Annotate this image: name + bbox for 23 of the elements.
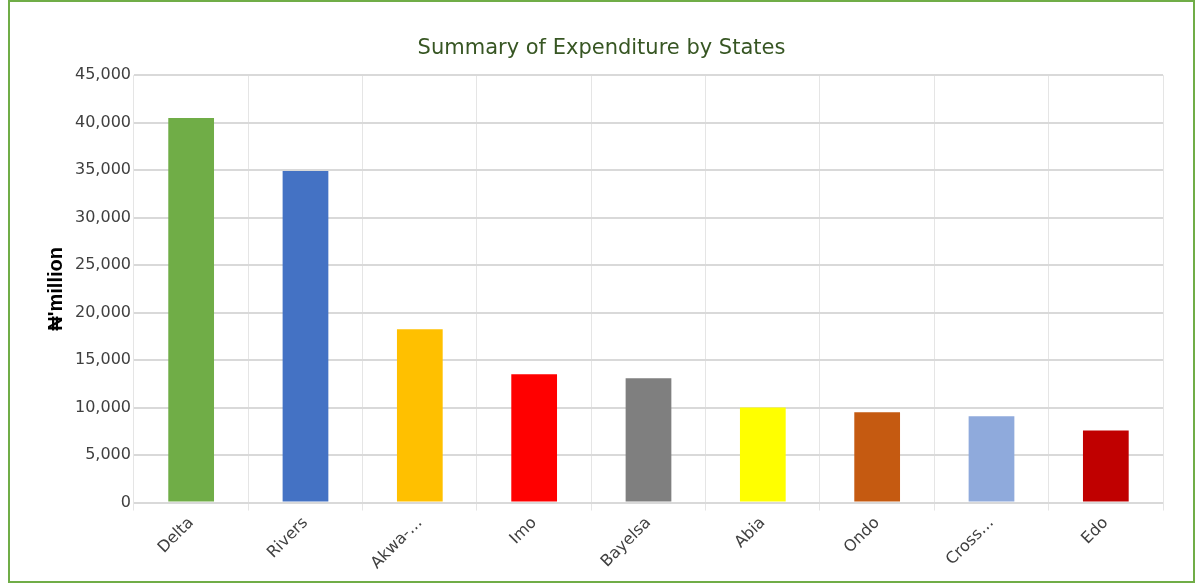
bar: [854, 412, 901, 502]
chart-title: Summary of Expenditure by States: [417, 35, 786, 60]
y-tick-label: 40,000: [75, 111, 131, 131]
y-tick-label: 15,000: [75, 349, 131, 369]
y-tick-label: 45,000: [75, 64, 131, 84]
y-tick-label: 5,000: [85, 444, 131, 464]
y-tick-label: 25,000: [75, 254, 131, 274]
y-tick-label: 10,000: [75, 396, 131, 416]
x-tick-label: Imo: [505, 512, 540, 548]
bar: [168, 117, 215, 502]
bar: [282, 171, 329, 502]
bar: [625, 378, 672, 502]
bar: [511, 374, 558, 502]
bar: [1082, 430, 1129, 502]
bar: [739, 407, 786, 502]
y-axis-title: ₦'million: [43, 247, 66, 331]
y-tick-label: 30,000: [75, 206, 131, 226]
y-tick-label: 35,000: [75, 159, 131, 179]
y-tick-label: 20,000: [75, 301, 131, 321]
bar: [968, 416, 1015, 502]
y-tick-label: 0: [120, 491, 131, 511]
x-tick-label: Edo: [1076, 512, 1112, 548]
bar: [396, 329, 443, 502]
